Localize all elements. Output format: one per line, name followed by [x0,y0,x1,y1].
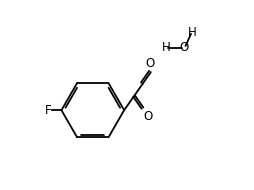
Text: F: F [44,104,51,117]
Text: H: H [162,41,170,54]
Text: O: O [144,110,153,123]
Text: O: O [146,57,155,70]
Text: O: O [179,41,189,54]
Text: H: H [188,26,197,39]
